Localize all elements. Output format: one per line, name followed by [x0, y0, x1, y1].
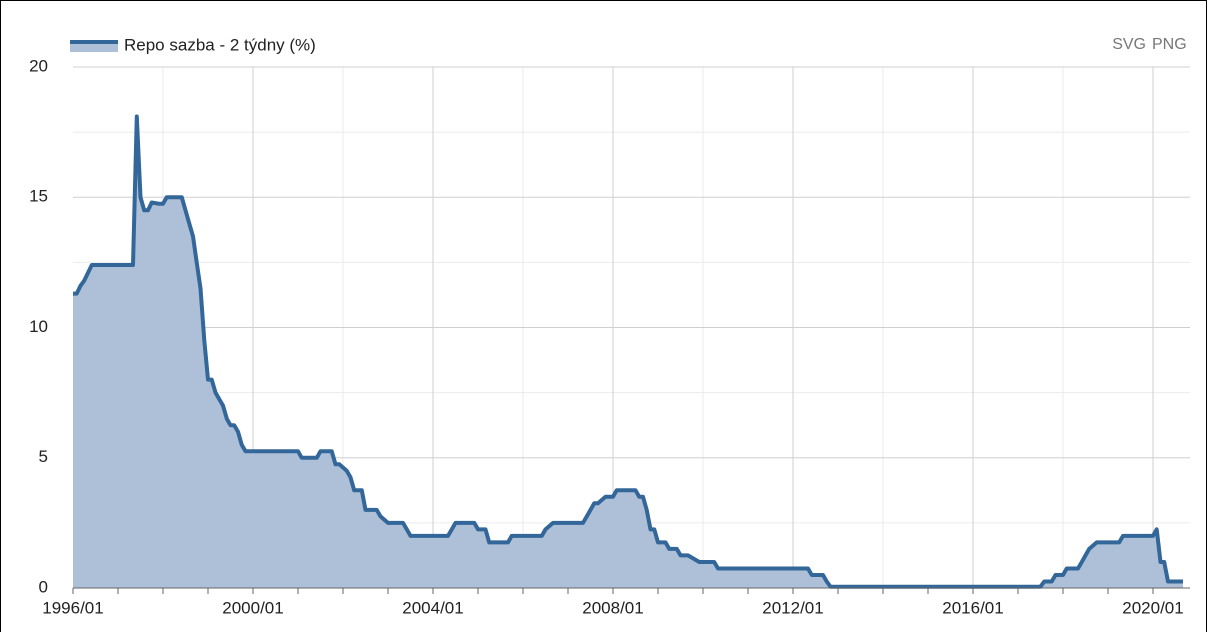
area [73, 116, 1183, 588]
x-tick-label: 2016/01 [942, 598, 1003, 617]
y-tick-label: 20 [29, 56, 48, 75]
x-tick-label: 2008/01 [582, 598, 643, 617]
y-tick-label: 0 [39, 577, 48, 596]
legend-label: Repo sazba - 2 týdny (%) [124, 35, 316, 54]
x-tick-label: 1996/01 [42, 598, 103, 617]
y-tick-label: 15 [29, 187, 48, 206]
x-tick-label: 2020/01 [1122, 598, 1183, 617]
legend-swatch-line [70, 40, 118, 44]
export-link[interactable]: PNG [1152, 36, 1187, 53]
y-tick-label: 5 [39, 447, 48, 466]
export-link[interactable]: SVG [1112, 36, 1146, 53]
y-tick-label: 10 [29, 317, 48, 336]
x-tick-label: 2004/01 [402, 598, 463, 617]
x-tick-label: 2012/01 [762, 598, 823, 617]
line [73, 114, 1183, 589]
x-tick-label: 2000/01 [222, 598, 283, 617]
